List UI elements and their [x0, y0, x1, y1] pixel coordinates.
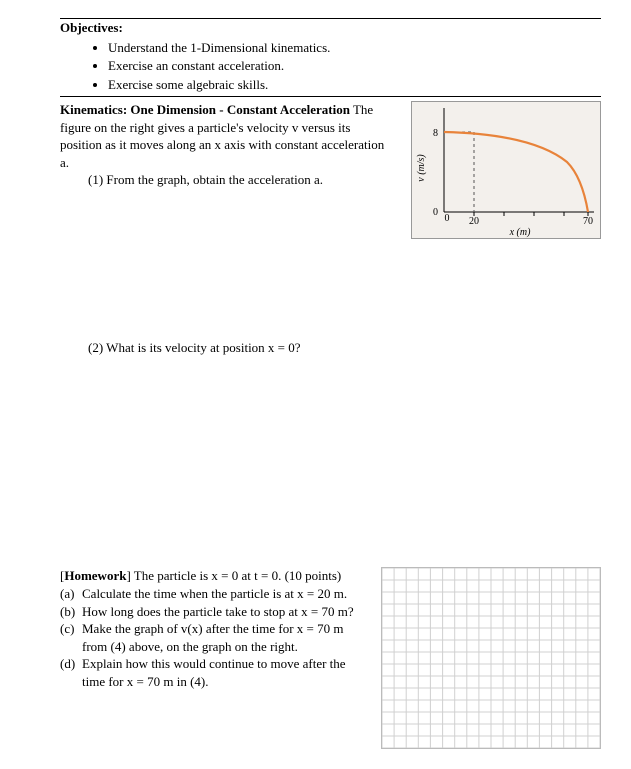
grid-lines [382, 568, 600, 748]
objective-item: Exercise an constant acceleration. [108, 57, 601, 75]
x-origin-label: 0 [445, 213, 450, 224]
objectives-list: Understand the 1-Dimensional kinematics.… [60, 39, 601, 94]
y-tick-label: 8 [433, 128, 438, 139]
x-tick-label-1: 20 [469, 216, 479, 227]
answer-grid [381, 567, 601, 749]
homework-item: (d) Explain how this would continue to m… [60, 655, 360, 690]
question-1: (1) From the graph, obtain the accelerat… [60, 171, 390, 189]
question-2: (2) What is its velocity at position x =… [60, 339, 601, 357]
homework-block: [Homework] The particle is x = 0 at t = … [60, 567, 601, 749]
objectives-block: Objectives: Understand the 1-Dimensional… [60, 19, 601, 93]
homework-item-text: Explain how this would continue to move … [82, 655, 360, 690]
grid-svg [382, 568, 600, 748]
homework-item: (b) How long does the particle take to s… [60, 603, 360, 621]
homework-item-label: (c) [60, 620, 82, 655]
homework-item-text: Calculate the time when the particle is … [82, 585, 360, 603]
homework-item: (c) Make the graph of v(x) after the tim… [60, 620, 360, 655]
x-tick-label-2: 70 [583, 216, 593, 227]
homework-intro: The particle is x = 0 at t = 0. (10 poin… [131, 568, 341, 583]
kinematics-text: Kinematics: One Dimension - Constant Acc… [60, 101, 390, 189]
velocity-curve [444, 132, 588, 212]
homework-heading: Homework [64, 568, 126, 583]
homework-item-label: (d) [60, 655, 82, 690]
y-zero-label: 0 [433, 207, 438, 218]
homework-item-label: (b) [60, 603, 82, 621]
objectives-heading: Objectives: [60, 20, 123, 35]
homework-intro-line: [Homework] The particle is x = 0 at t = … [60, 567, 360, 585]
objective-item: Understand the 1-Dimensional kinematics. [108, 39, 601, 57]
chart-svg: 8 0 0 20 70 x (m) v (m/s) [412, 102, 600, 238]
objective-item: Exercise some algebraic skills. [108, 76, 601, 94]
homework-text: [Homework] The particle is x = 0 at t = … [60, 567, 360, 691]
homework-item-label: (a) [60, 585, 82, 603]
kinematics-block: Kinematics: One Dimension - Constant Acc… [60, 101, 601, 239]
y-axis-label: v (m/s) [416, 154, 427, 182]
question-2-block: (2) What is its velocity at position x =… [60, 339, 601, 357]
mid-rule [60, 96, 601, 97]
homework-item-text: Make the graph of v(x) after the time fo… [82, 620, 360, 655]
velocity-position-chart: 8 0 0 20 70 x (m) v (m/s) [411, 101, 601, 239]
kinematics-heading: Kinematics: One Dimension - Constant Acc… [60, 102, 350, 117]
homework-item-text: How long does the particle take to stop … [82, 603, 360, 621]
x-axis-label: x (m) [509, 227, 531, 238]
homework-list: (a) Calculate the time when the particle… [60, 585, 360, 690]
homework-item: (a) Calculate the time when the particle… [60, 585, 360, 603]
